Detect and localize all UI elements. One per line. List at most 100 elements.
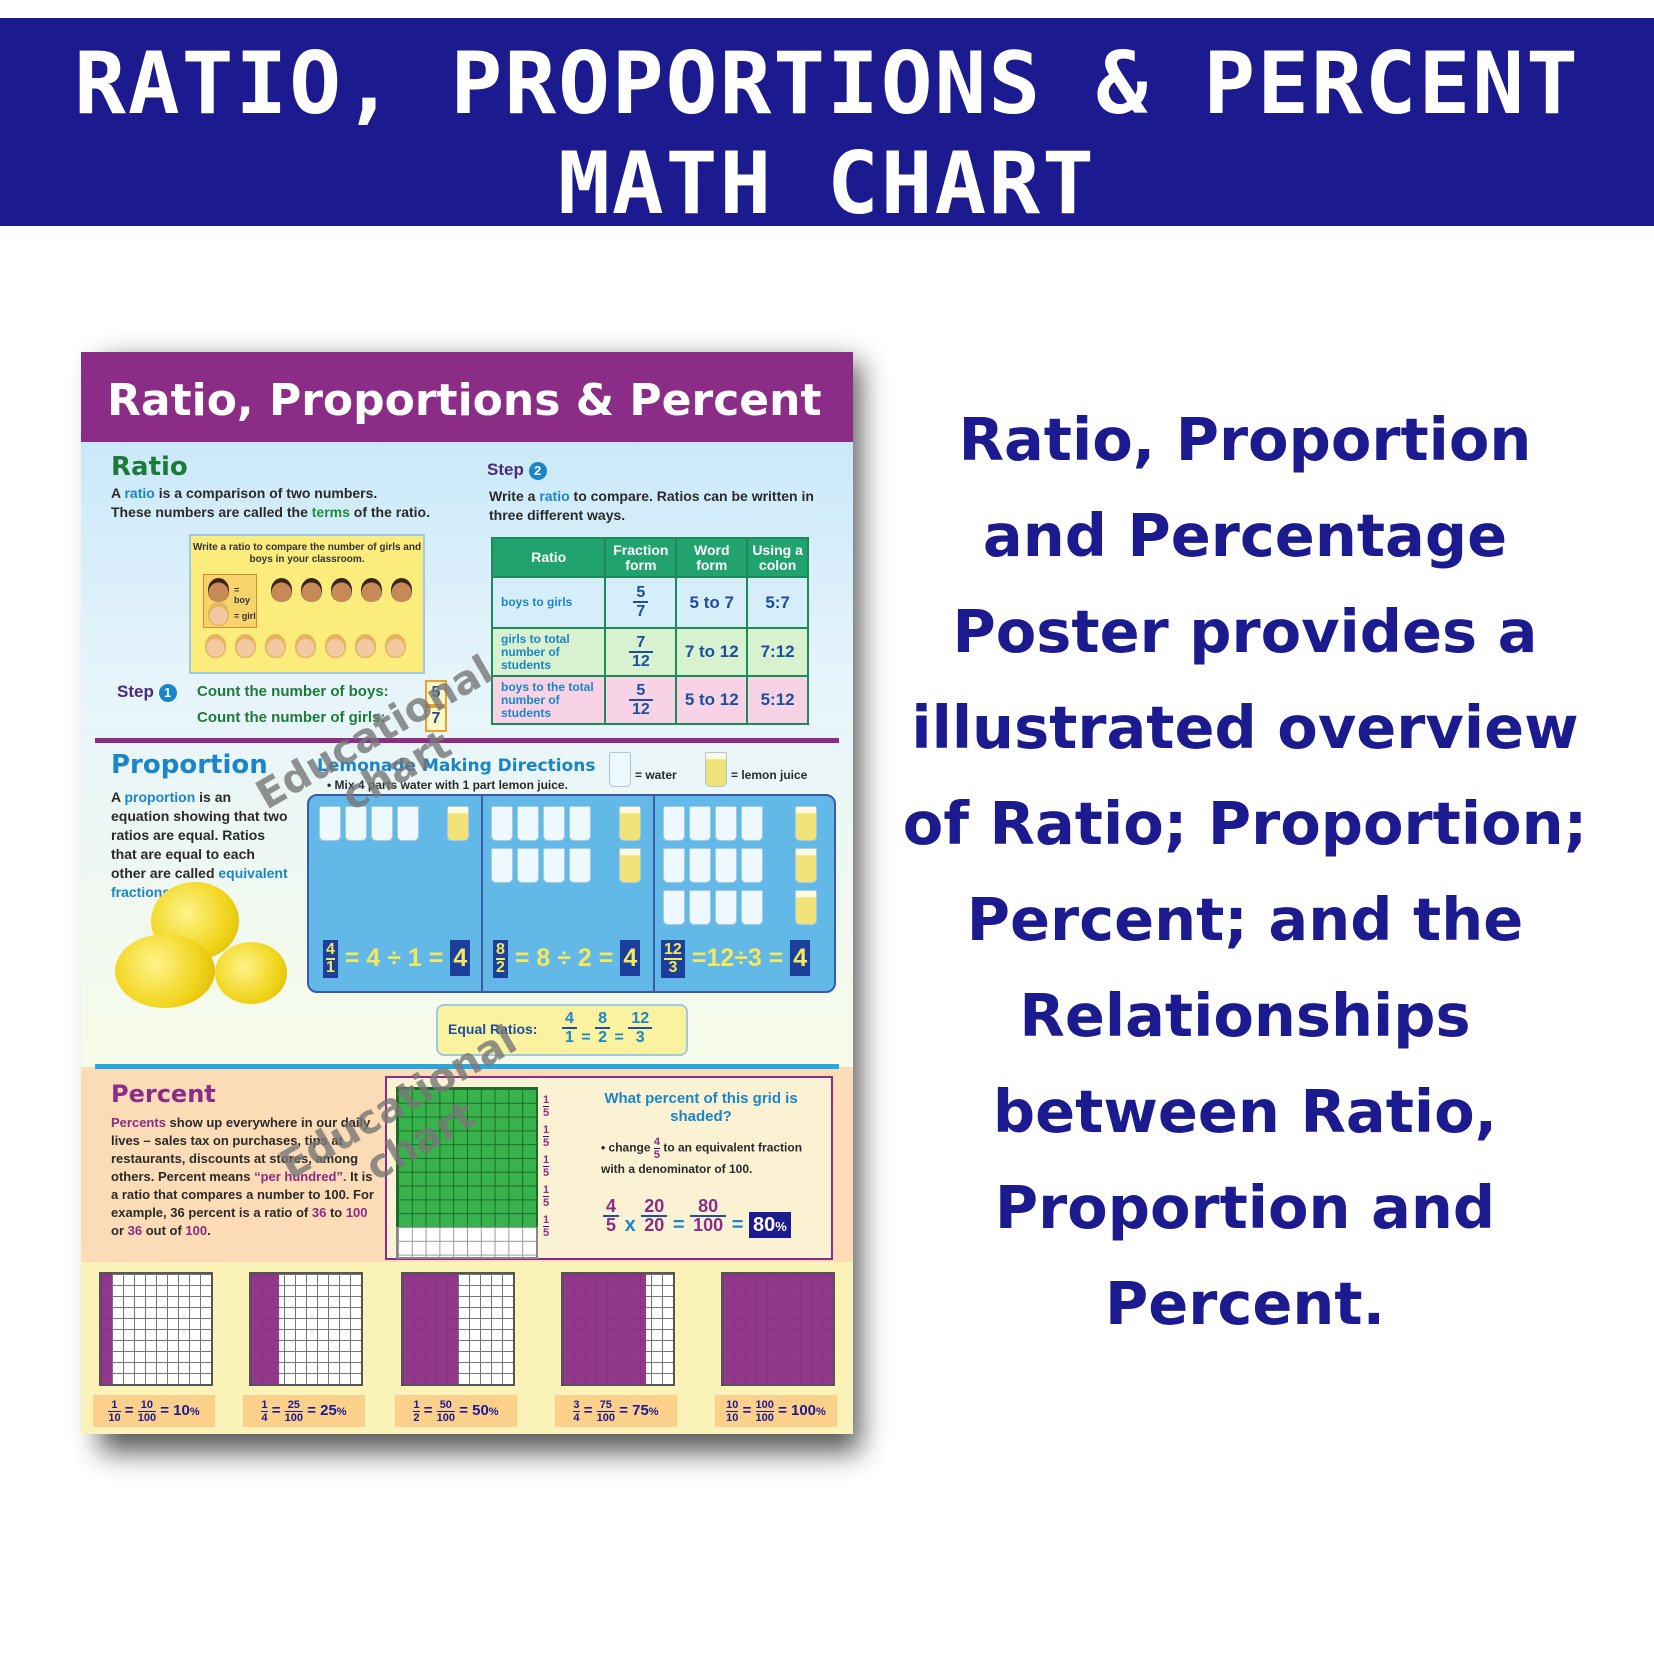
boys-count: 5 [425, 680, 447, 706]
word-cell: 5 to 7 [675, 576, 749, 629]
lemon-juice-glass-icon [619, 848, 641, 883]
boy-face-icon [208, 578, 229, 602]
fraction-cell: 7 12 [604, 627, 678, 677]
table-header: Ratio [490, 537, 607, 578]
legend-lemon: = lemon juice [731, 768, 808, 782]
water-glass-icon [517, 806, 539, 841]
water-glass-icon [715, 890, 737, 925]
row-label: boys to the total number of students [490, 675, 607, 725]
water-glass-icon [689, 890, 711, 925]
table-header: Fraction form [604, 537, 678, 578]
girl-face-icon [355, 634, 376, 658]
word-cell: 7 to 12 [675, 627, 749, 677]
proportion-heading: Proportion [111, 750, 268, 780]
ratio-table-header: Ratio Fraction form Word form Using a co… [490, 537, 809, 578]
girl-face-icon [265, 634, 286, 658]
banner-title-line-2: MATH CHART [558, 134, 1096, 234]
shaded-grid [396, 1087, 538, 1229]
row-label: girls to total number of students [490, 627, 607, 677]
hundred-grid-label: 1 10 = 10 100 = 10% [93, 1395, 215, 1427]
legend-girl: = girl [234, 611, 256, 621]
lemon-juice-glass-icon [619, 806, 641, 841]
hundred-grid [561, 1272, 675, 1386]
poster-title-bar: Ratio, Proportions & Percent [81, 352, 853, 442]
girl-face-icon [295, 634, 316, 658]
hundred-grid-shaded [723, 1274, 833, 1384]
water-glass-icon [715, 848, 737, 883]
table-header: Word form [675, 537, 749, 578]
proportion-equation: 12 3 =12÷3 = 4 [661, 940, 811, 979]
table-row: girls to total number of students 7 12 7 … [490, 627, 809, 677]
table-header: Using a colon [746, 537, 809, 578]
section-divider [95, 738, 839, 743]
girl-face-icon [325, 634, 346, 658]
lemon-icon [215, 942, 287, 1004]
water-glass-icon [569, 806, 591, 841]
water-glass-icon [569, 848, 591, 883]
banner-title-line-1: RATIO, PROPORTIONS & PERCENT [74, 34, 1580, 134]
lemon-juice-glass-icon [795, 848, 817, 883]
water-glass-icon [371, 806, 393, 841]
hundred-grid-shaded [251, 1274, 279, 1384]
water-glass-icon [543, 806, 565, 841]
step-2-label: Step 2 [487, 460, 547, 480]
lemonade-bullet: • Mix 4 parts water with 1 part lemon ju… [327, 778, 568, 792]
boy-face-icon [301, 578, 322, 602]
equal-ratios-label: Equal Ratios: [448, 1021, 538, 1037]
ratio-intro: A ratio is a comparison of two numbers. … [111, 485, 431, 520]
hundred-grid-label: 10 10 = 100 100 = 100% [715, 1395, 837, 1427]
girl-face-icon [205, 634, 226, 658]
ratio-table: Ratio Fraction form Word form Using a co… [490, 537, 809, 725]
water-glass-icon [609, 752, 631, 787]
lemon-icon [115, 934, 215, 1008]
lemon-juice-glass-icon [795, 890, 817, 925]
hundred-grid [99, 1272, 213, 1386]
section-divider [95, 1064, 839, 1069]
lemon-juice-glass-icon [705, 752, 727, 787]
water-glass-icon [741, 890, 763, 925]
water-glass-icon [663, 890, 685, 925]
legend-water: = water [635, 768, 677, 782]
water-glass-icon [491, 806, 513, 841]
product-description: Ratio, Proportion and Percentage Poster … [902, 405, 1588, 1338]
girls-count: 7 [425, 706, 447, 732]
step-1-boys: Count the number of boys: [197, 683, 389, 700]
water-glass-icon [345, 806, 367, 841]
boy-face-icon [331, 578, 352, 602]
table-row: boys to the total number of students 5 12… [490, 675, 809, 725]
percent-question: What percent of this grid is shaded? [604, 1090, 798, 1125]
colon-cell: 5:7 [746, 576, 809, 629]
lemonade-title: Lemonade Making Directions [317, 756, 596, 776]
step-2-text: Write a ratio to compare. Ratios can be … [489, 488, 814, 523]
girl-face-icon [208, 602, 229, 626]
face-legend: = boy = girl [203, 574, 257, 628]
poster-title: Ratio, Proportions & Percent [107, 375, 822, 426]
hundred-grid [401, 1272, 515, 1386]
water-glass-icon [491, 848, 513, 883]
water-glass-icon [517, 848, 539, 883]
step-1-label: Step 1 [117, 682, 177, 702]
colon-cell: 5:12 [746, 675, 809, 725]
water-glass-icon [689, 848, 711, 883]
hundred-grid-shaded [101, 1274, 112, 1384]
poster-image: Ratio, Proportions & Percent Ratio A rat… [81, 352, 853, 1434]
colon-cell: 7:12 [746, 627, 809, 677]
hundred-grid-shaded [563, 1274, 646, 1384]
water-glass-icon [663, 806, 685, 841]
panel-separator [481, 796, 483, 991]
water-glass-icon [689, 806, 711, 841]
girl-face-icon [385, 634, 406, 658]
row-label: boys to girls [490, 576, 607, 629]
water-glass-icon [663, 848, 685, 883]
